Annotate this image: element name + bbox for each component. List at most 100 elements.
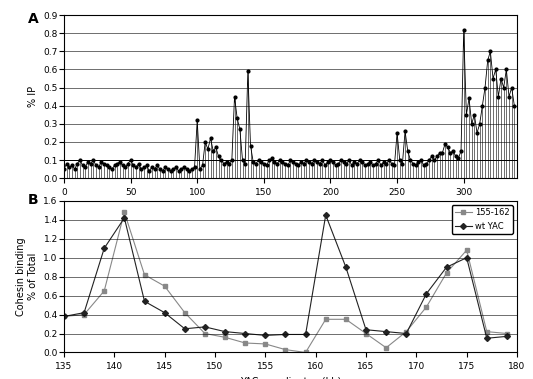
- Point: [134, 161, 143, 167]
- Point: [166, 168, 175, 174]
- Y-axis label: % IP: % IP: [28, 86, 38, 107]
- Point: [118, 163, 127, 169]
- Point: [318, 157, 327, 163]
- X-axis label: YAC coordinates (kb): YAC coordinates (kb): [240, 377, 341, 379]
- Point: [81, 164, 90, 170]
- Point: [110, 163, 119, 169]
- Point: [209, 148, 217, 154]
- Legend: 155-162, wt YAC: 155-162, wt YAC: [451, 205, 513, 234]
- Point: [387, 161, 396, 167]
- Point: [238, 157, 247, 163]
- Point: [201, 139, 209, 145]
- Point: [292, 161, 300, 167]
- Point: [212, 144, 220, 150]
- Point: [302, 157, 311, 163]
- Point: [246, 143, 255, 149]
- Point: [89, 157, 98, 163]
- Point: [300, 161, 308, 167]
- Point: [225, 161, 233, 167]
- Point: [65, 164, 74, 170]
- Point: [124, 161, 132, 167]
- Point: [446, 150, 455, 156]
- Point: [433, 153, 441, 160]
- Point: [241, 161, 249, 167]
- Point: [182, 166, 191, 172]
- Point: [419, 163, 428, 169]
- Point: [158, 168, 167, 174]
- Point: [97, 159, 106, 165]
- Point: [481, 85, 489, 91]
- Point: [78, 163, 87, 169]
- Point: [92, 163, 100, 169]
- Point: [204, 146, 212, 152]
- Point: [486, 49, 495, 55]
- Point: [395, 157, 404, 163]
- Point: [289, 159, 297, 165]
- Point: [326, 157, 335, 163]
- Point: [390, 163, 399, 169]
- Point: [150, 166, 159, 172]
- Point: [262, 163, 271, 169]
- Point: [425, 157, 433, 163]
- Point: [230, 94, 239, 100]
- Point: [102, 163, 111, 169]
- Point: [185, 168, 193, 174]
- Point: [156, 166, 164, 172]
- Point: [372, 161, 380, 167]
- Point: [305, 159, 313, 165]
- Point: [457, 148, 465, 154]
- Point: [142, 163, 151, 169]
- Point: [502, 66, 511, 72]
- Point: [449, 148, 457, 154]
- Point: [342, 161, 351, 167]
- Point: [334, 161, 343, 167]
- Point: [60, 166, 68, 172]
- Point: [467, 121, 476, 127]
- Point: [220, 161, 228, 167]
- Point: [153, 163, 161, 169]
- Point: [499, 85, 508, 91]
- Point: [451, 153, 460, 160]
- Point: [137, 166, 146, 172]
- Point: [233, 115, 241, 121]
- Point: [236, 126, 244, 132]
- Point: [108, 166, 116, 172]
- Point: [350, 159, 359, 165]
- Point: [316, 161, 324, 167]
- Point: [190, 164, 199, 170]
- Point: [254, 157, 263, 163]
- Point: [483, 57, 492, 63]
- Point: [297, 159, 305, 165]
- Point: [337, 157, 345, 163]
- Point: [374, 157, 383, 163]
- Point: [465, 96, 473, 102]
- Point: [132, 164, 140, 170]
- Point: [129, 163, 138, 169]
- Point: [206, 135, 215, 141]
- Point: [353, 161, 361, 167]
- Point: [348, 163, 356, 169]
- Text: B: B: [28, 193, 38, 207]
- Point: [222, 159, 231, 165]
- Point: [324, 159, 332, 165]
- Point: [414, 159, 423, 165]
- Point: [358, 159, 367, 165]
- Point: [411, 163, 420, 169]
- Point: [393, 130, 401, 136]
- Point: [180, 164, 188, 170]
- Point: [422, 161, 431, 167]
- Point: [356, 157, 364, 163]
- Point: [281, 161, 289, 167]
- Point: [161, 164, 169, 170]
- Point: [497, 75, 505, 81]
- Point: [145, 168, 154, 174]
- Point: [364, 161, 372, 167]
- Point: [257, 159, 265, 165]
- Point: [430, 157, 439, 163]
- Point: [473, 130, 481, 136]
- Point: [214, 153, 223, 160]
- Point: [105, 164, 114, 170]
- Point: [310, 157, 319, 163]
- Point: [70, 166, 79, 172]
- Point: [278, 159, 287, 165]
